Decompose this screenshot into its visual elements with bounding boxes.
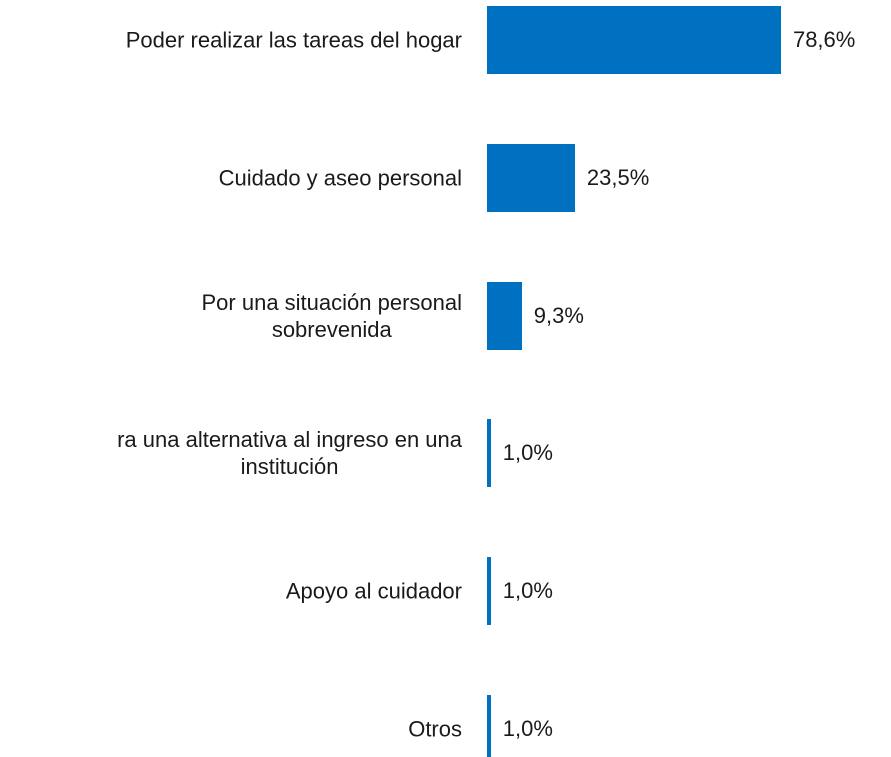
value-label: 1,0% xyxy=(502,578,553,604)
bar xyxy=(487,557,491,626)
category-label: Apoyo al cuidador xyxy=(285,578,462,604)
bar xyxy=(487,281,522,350)
value-label: 9,3% xyxy=(533,302,584,328)
category-label: ra una alternativa al ingreso en una ins… xyxy=(117,427,462,480)
value-label: 1,0% xyxy=(502,440,553,466)
category-label: Poder realizar las tareas del hogar xyxy=(125,27,462,53)
category-label: Por una situación personal sobrevenida xyxy=(201,289,463,342)
bar xyxy=(487,695,491,757)
bar xyxy=(487,6,781,74)
bar xyxy=(487,419,491,488)
value-label: 1,0% xyxy=(502,716,553,741)
value-label: 78,6% xyxy=(792,27,856,52)
value-label: 23,5% xyxy=(586,164,650,190)
bar xyxy=(487,143,575,212)
category-label: Otros xyxy=(408,716,462,742)
category-label: Cuidado y aseo personal xyxy=(218,165,462,191)
